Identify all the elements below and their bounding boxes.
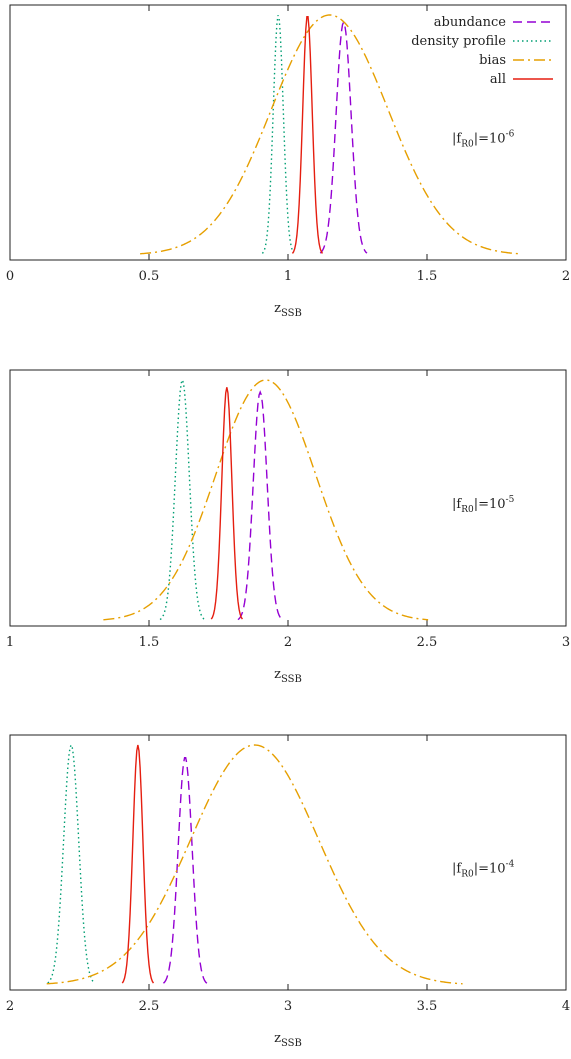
series-line-bias bbox=[140, 14, 520, 255]
x-tick-label: 2.5 bbox=[139, 999, 160, 1014]
legend: abundance density profile bias all bbox=[411, 15, 553, 87]
annotation-sub: R0 bbox=[461, 140, 474, 150]
x-axis-label: zSSB bbox=[274, 301, 302, 319]
series-line-abundance bbox=[162, 757, 208, 984]
legend-label: density profile bbox=[411, 34, 506, 49]
x-axis-label-main: z bbox=[274, 301, 281, 316]
annotation-sup: -6 bbox=[506, 130, 515, 140]
annotation-mid: |=10 bbox=[474, 132, 506, 147]
legend-label: all bbox=[490, 72, 506, 87]
x-axis-label: zSSB bbox=[274, 667, 302, 685]
series-line-density-profile bbox=[159, 377, 206, 621]
series-line-all bbox=[210, 387, 244, 620]
fr0-annotation: |fR0|=10-6 bbox=[452, 130, 515, 150]
series-line-density-profile bbox=[261, 15, 295, 254]
x-tick-label: 2.5 bbox=[417, 635, 438, 650]
annotation-sub: R0 bbox=[461, 505, 474, 515]
x-axis-label-main: z bbox=[274, 667, 281, 682]
x-axis-label: zSSB bbox=[274, 1031, 302, 1049]
x-tick-label: 1 bbox=[6, 635, 14, 650]
x-axis-label-sub: SSB bbox=[281, 308, 302, 319]
series-line-all bbox=[291, 15, 324, 254]
x-axis-label-main: z bbox=[274, 1031, 281, 1046]
series-line-density-profile bbox=[47, 743, 95, 984]
annotation-prefix: |f bbox=[452, 132, 462, 147]
legend-label: bias bbox=[479, 53, 506, 68]
x-tick-label: 2 bbox=[562, 269, 570, 284]
series-line-bias bbox=[46, 744, 463, 985]
annotation-mid: |=10 bbox=[474, 862, 506, 877]
x-tick-label: 3 bbox=[562, 635, 570, 650]
annotation-sup: -4 bbox=[506, 860, 515, 870]
legend-label: abundance bbox=[434, 15, 507, 30]
chart-panel-1: 0 0.5 1 1.5 2 zSSB |fR0|=10-6 abundance density … bbox=[6, 4, 570, 319]
chart-panel-2: 1 1.5 2 2.5 3 zSSB |fR0|=10-5 bbox=[6, 369, 570, 685]
series-line-abundance bbox=[237, 390, 283, 621]
x-tick-label: 1.5 bbox=[417, 269, 438, 284]
chart-panel-3: 2 2.5 3 3.5 4 zSSB |fR0|=10-4 bbox=[6, 734, 570, 1049]
x-tick-label: 1.5 bbox=[139, 635, 160, 650]
x-axis-label-sub: SSB bbox=[281, 1038, 302, 1049]
annotation-sub: R0 bbox=[461, 870, 474, 880]
x-tick-label: 1 bbox=[284, 269, 292, 284]
x-axis-label-sub: SSB bbox=[281, 674, 302, 685]
x-tick-label: 0 bbox=[6, 269, 14, 284]
annotation-prefix: |f bbox=[452, 862, 462, 877]
annotation-prefix: |f bbox=[452, 497, 462, 512]
x-tick-label: 3.5 bbox=[417, 999, 438, 1014]
series-line-bias bbox=[103, 379, 429, 621]
x-tick-label: 2 bbox=[284, 635, 292, 650]
annotation-sup: -5 bbox=[506, 495, 515, 505]
x-tick-label: 3 bbox=[284, 999, 292, 1014]
x-tick-label: 4 bbox=[562, 999, 570, 1014]
annotation-mid: |=10 bbox=[474, 497, 506, 512]
series-line-all bbox=[121, 744, 155, 984]
fr0-annotation: |fR0|=10-5 bbox=[452, 495, 515, 515]
x-tick-label: 2 bbox=[6, 999, 14, 1014]
series-line-abundance bbox=[319, 20, 368, 254]
x-tick-label: 0.5 bbox=[139, 269, 160, 284]
fr0-annotation: |fR0|=10-4 bbox=[452, 860, 515, 880]
